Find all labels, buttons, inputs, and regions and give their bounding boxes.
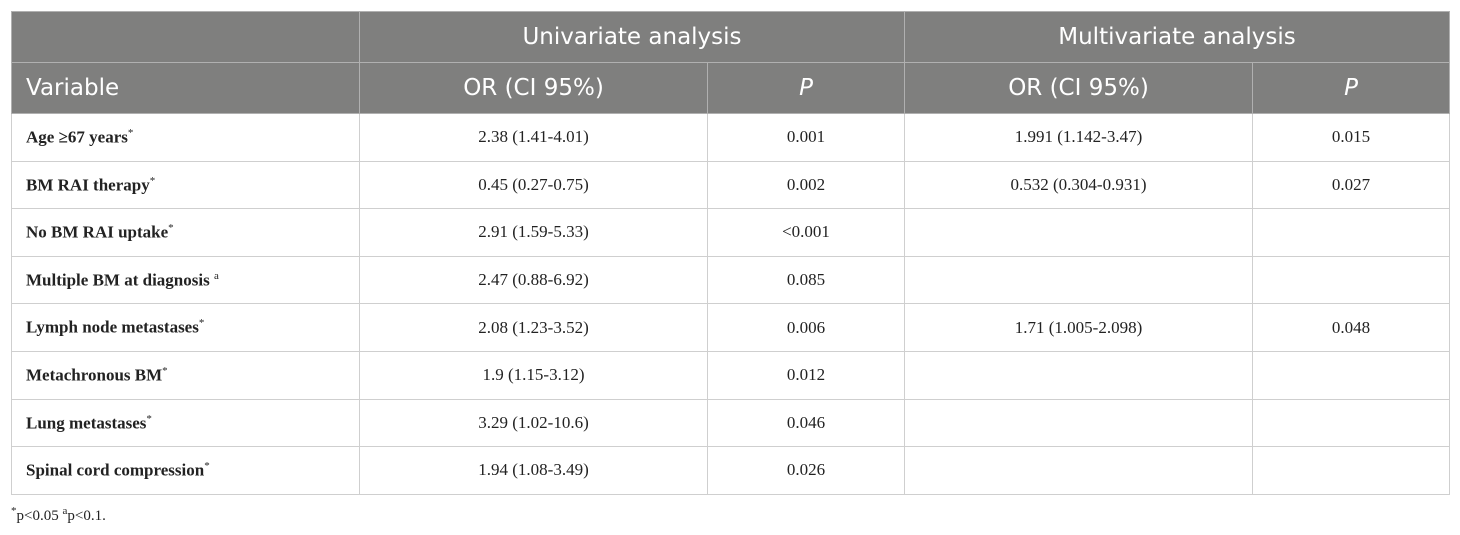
value-cell: 0.012	[707, 350, 905, 400]
value-cell: 2.91 (1.59-5.33)	[359, 208, 708, 257]
value-cell: 0.026	[707, 446, 905, 495]
value-cell	[904, 208, 1253, 257]
group-header: Univariate analysis	[359, 11, 905, 63]
value-cell: 0.085	[707, 255, 905, 305]
value-cell: 1.94 (1.08-3.49)	[359, 446, 708, 495]
variable-name: Metachronous BM	[26, 365, 163, 385]
value-cell: 0.002	[707, 160, 905, 210]
note-mark: *	[149, 174, 156, 187]
value-cell	[1252, 255, 1450, 305]
value-cell	[1252, 208, 1450, 257]
value-cell: 3.29 (1.02-10.6)	[359, 398, 708, 448]
table-body: Age ≥67 years* 2.38 (1.41-4.01) 0.001 1.991…	[11, 113, 1450, 495]
value-cell: 0.048	[1252, 303, 1450, 352]
column-header: Variable	[11, 62, 360, 114]
value-cell: 0.046	[707, 398, 905, 448]
footnote-text: p<0.1.	[67, 508, 106, 524]
footnotes: *p<0.05 ap<0.1.	[11, 505, 106, 525]
table-row: Age ≥67 years* 2.38 (1.41-4.01) 0.001 1.991…	[11, 113, 1450, 162]
table-row: Lung metastases* 3.29 (1.02-10.6) 0.046	[11, 398, 1450, 448]
value-cell: 2.08 (1.23-3.52)	[359, 303, 708, 352]
value-cell: 1.9 (1.15-3.12)	[359, 350, 708, 400]
variable-cell: No BM RAI uptake*	[11, 208, 360, 257]
note-mark: *	[198, 317, 205, 330]
variable-name: Age ≥67 years	[26, 127, 128, 147]
variable-cell: Age ≥67 years*	[11, 113, 360, 162]
value-cell: 2.47 (0.88-6.92)	[359, 255, 708, 305]
value-cell	[904, 446, 1253, 495]
variable-cell: Multiple BM at diagnosis a	[11, 255, 360, 305]
results-table: Univariate analysis Multivariate analysi…	[11, 11, 1450, 495]
variable-cell: Metachronous BM*	[11, 350, 360, 400]
table-row: Spinal cord compression* 1.94 (1.08-3.49)…	[11, 446, 1450, 495]
value-cell	[904, 255, 1253, 305]
value-cell: 0.001	[707, 113, 905, 162]
footnote-mark: a	[62, 505, 68, 517]
note-mark: *	[168, 222, 174, 235]
column-header-row: Variable OR (CI 95%) P OR (CI 95%) P	[11, 62, 1450, 114]
value-cell: 0.027	[1252, 160, 1450, 210]
value-cell: 2.38 (1.41-4.01)	[359, 113, 708, 162]
variable-name: Spinal cord compression	[26, 460, 205, 480]
value-cell	[1252, 398, 1450, 448]
value-cell	[1252, 350, 1450, 400]
variable-name: No BM RAI uptake	[26, 222, 169, 242]
note-mark: a	[213, 269, 219, 282]
value-cell: 0.532 (0.304-0.931)	[904, 160, 1253, 210]
variable-name: Lymph node metastases	[26, 318, 199, 337]
value-cell: 0.45 (0.27-0.75)	[359, 160, 708, 210]
header-cell	[11, 11, 360, 63]
footnote-text: p<0.05	[16, 508, 59, 524]
variable-name: Lung metastases	[26, 413, 147, 433]
note-mark: *	[162, 364, 168, 377]
value-cell: <0.001	[707, 208, 905, 257]
group-header: Multivariate analysis	[904, 11, 1450, 63]
table-container: Univariate analysis Multivariate analysi…	[11, 11, 1450, 495]
variable-cell: Lymph node metastases*	[11, 303, 360, 352]
note-mark: *	[146, 412, 152, 425]
value-cell	[904, 350, 1253, 400]
variable-cell: Spinal cord compression*	[11, 446, 360, 495]
table-row: No BM RAI uptake* 2.91 (1.59-5.33) <0.001	[11, 208, 1450, 257]
column-header: P	[1252, 62, 1450, 114]
table-row: Multiple BM at diagnosis a 2.47 (0.88-6.9…	[11, 255, 1450, 305]
value-cell	[1252, 446, 1450, 495]
table-row: Lymph node metastases* 2.08 (1.23-3.52) 0.…	[11, 303, 1450, 352]
value-cell: 0.006	[707, 303, 905, 352]
variable-cell: BM RAI therapy*	[11, 160, 360, 210]
column-header: P	[707, 62, 905, 114]
note-mark: *	[204, 460, 210, 473]
footnote-mark: *	[11, 505, 17, 517]
value-cell: 1.71 (1.005-2.098)	[904, 303, 1253, 352]
value-cell: 1.991 (1.142-3.47)	[904, 113, 1253, 162]
variable-name: BM RAI therapy	[26, 175, 150, 195]
column-header: OR (CI 95%)	[359, 62, 708, 114]
value-cell	[904, 398, 1253, 448]
variable-name: Multiple BM at diagnosis	[26, 270, 210, 290]
variable-cell: Lung metastases*	[11, 398, 360, 448]
value-cell: 0.015	[1252, 113, 1450, 162]
table-row: Metachronous BM* 1.9 (1.15-3.12) 0.012	[11, 350, 1450, 400]
table-row: BM RAI therapy* 0.45 (0.27-0.75) 0.002 0.53…	[11, 160, 1450, 210]
group-header-row: Univariate analysis Multivariate analysi…	[11, 11, 1450, 63]
column-header: OR (CI 95%)	[904, 62, 1253, 114]
note-mark: *	[127, 126, 134, 139]
